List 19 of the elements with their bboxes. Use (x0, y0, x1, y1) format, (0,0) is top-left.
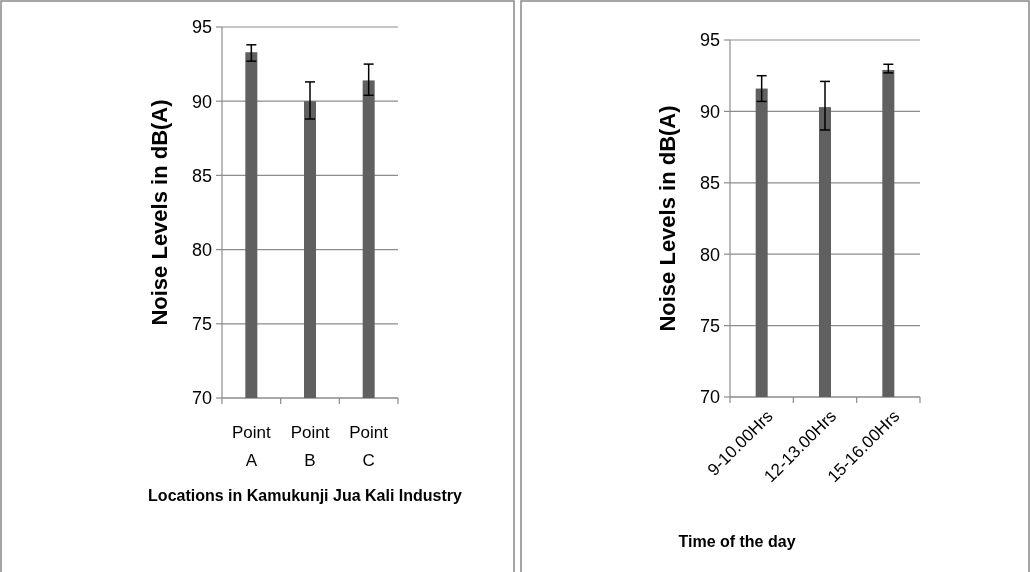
y-axis-title: Noise Levels in dB(A) (147, 99, 172, 326)
x-tick-label: Point A (231, 423, 271, 470)
y-tick-label: 75 (699, 315, 720, 336)
y-tick-label: 85 (699, 173, 720, 194)
y-tick-label: 70 (699, 387, 720, 408)
y-tick-label: 80 (191, 239, 212, 260)
y-tick-label: 95 (699, 30, 720, 51)
y-tick-label: 85 (191, 165, 212, 186)
y-tick-label: 80 (699, 244, 720, 265)
y-tick-label: 95 (191, 17, 212, 38)
x-tick-label: Point C (349, 423, 389, 470)
y-tick-label: 90 (191, 91, 212, 112)
y-tick-label: 70 (191, 388, 212, 409)
x-axis-title: Time of the day (678, 533, 796, 550)
x-tick-label: Point B (290, 423, 330, 470)
y-axis-title: Noise Levels in dB(A) (655, 105, 680, 332)
y-tick-label: 90 (699, 101, 720, 122)
x-axis-title: Locations in Kamukunji Jua Kali Industry (148, 487, 463, 504)
y-tick-label: 75 (191, 314, 212, 335)
